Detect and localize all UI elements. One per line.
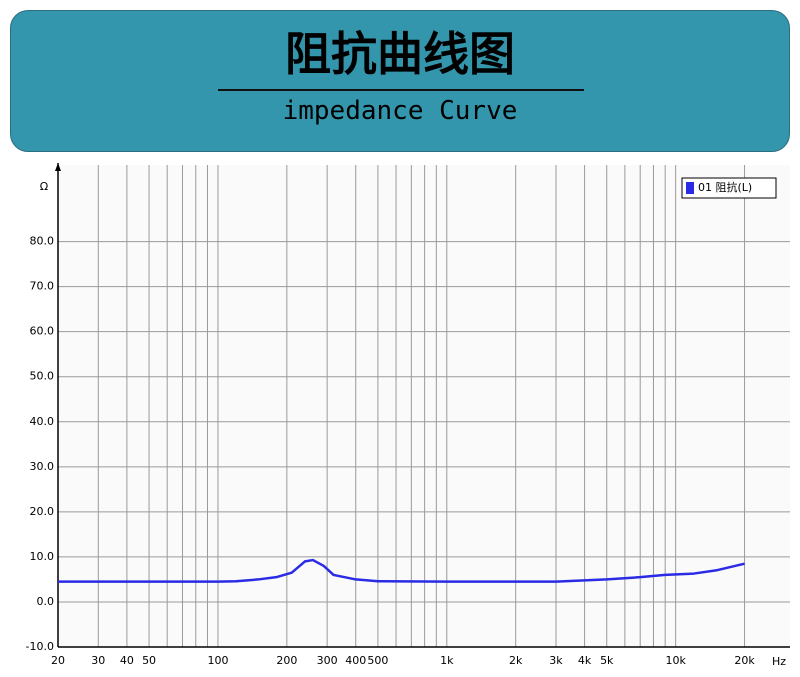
y-tick-label: 10.0	[30, 550, 55, 563]
x-tick-label: 20	[51, 654, 65, 667]
x-tick-label: 300	[317, 654, 338, 667]
x-tick-label: 1k	[440, 654, 454, 667]
x-tick-label: 100	[207, 654, 228, 667]
y-tick-label: -10.0	[26, 640, 54, 653]
y-tick-label: 70.0	[30, 280, 55, 293]
x-tick-label: 40	[120, 654, 134, 667]
x-tick-label: 200	[276, 654, 297, 667]
plot-area	[58, 165, 790, 647]
y-tick-label: 50.0	[30, 370, 55, 383]
x-tick-label: 10k	[665, 654, 686, 667]
y-tick-label: 60.0	[30, 325, 55, 338]
header-subtitle: impedance Curve	[282, 96, 518, 126]
y-tick-label: 0.0	[37, 595, 55, 608]
header-rule	[218, 89, 584, 91]
x-tick-label: 2k	[509, 654, 523, 667]
y-tick-label: 20.0	[30, 505, 55, 518]
x-tick-label: 5k	[600, 654, 614, 667]
x-tick-label: 30	[91, 654, 105, 667]
legend-label: 01 阻抗(L)	[698, 180, 752, 194]
legend-swatch	[686, 182, 694, 194]
y-tick-label: 30.0	[30, 460, 55, 473]
header-title: 阻抗曲线图	[285, 27, 515, 81]
header-box	[10, 10, 790, 152]
y-tick-label: 40.0	[30, 415, 55, 428]
impedance-line	[58, 558, 745, 583]
x-tick-label: 3k	[549, 654, 563, 667]
y-tick-label: 80.0	[30, 235, 55, 248]
y-unit: Ω	[40, 180, 48, 193]
x-unit: Hz	[772, 655, 786, 668]
axis-arrow	[55, 163, 61, 171]
x-tick-label: 4k	[578, 654, 592, 667]
x-tick-label: 20k	[734, 654, 755, 667]
legend-box	[681, 177, 777, 199]
x-tick-label: 500	[367, 654, 388, 667]
x-tick-label: 400	[345, 654, 366, 667]
x-tick-label: 50	[142, 654, 156, 667]
